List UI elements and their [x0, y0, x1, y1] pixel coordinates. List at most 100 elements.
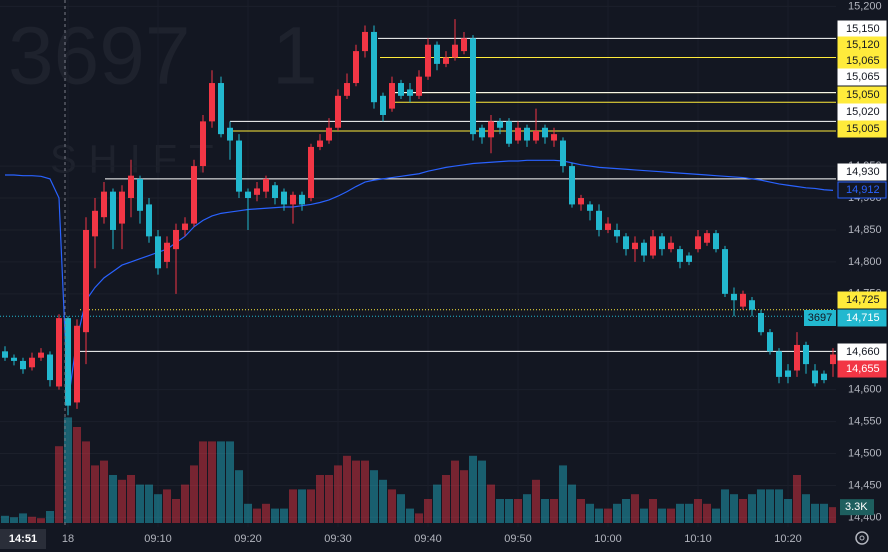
candle-body	[191, 166, 197, 224]
candle-body	[461, 38, 467, 52]
volume-bar	[1, 515, 9, 523]
candle-body	[596, 210, 602, 230]
candle-body	[164, 242, 170, 262]
candle-body	[263, 178, 269, 192]
candle-body	[803, 344, 809, 365]
volume-label-box	[840, 499, 874, 516]
settings-ring[interactable]	[855, 531, 869, 545]
candle-body	[227, 127, 233, 141]
volume-bar	[784, 499, 792, 523]
volume-bar	[550, 499, 558, 523]
volume-bar	[397, 494, 405, 523]
volume-bar	[415, 513, 423, 523]
watermark-symbol: 3697	[8, 11, 190, 102]
candle-body	[92, 210, 98, 237]
candle-body	[74, 325, 80, 403]
candle-body	[614, 229, 620, 237]
volume-bar	[676, 503, 684, 523]
volume-bar	[226, 441, 234, 523]
candle-body	[182, 223, 188, 230]
volume-bar	[469, 455, 477, 523]
volume-bar	[19, 513, 27, 523]
candle-body	[569, 166, 575, 205]
price-label-box	[837, 68, 887, 86]
volume-bar	[577, 499, 585, 523]
candle-body	[254, 188, 260, 195]
price-label: 14,912	[846, 184, 880, 196]
x-tick-label: 10:00	[594, 533, 622, 545]
x-tick-label: 09:50	[504, 533, 532, 545]
axis: 15,20014,95014,90014,85014,80014,75014,6…	[804, 0, 887, 523]
volume-bar	[280, 508, 288, 523]
candle-body	[758, 313, 764, 333]
volume-bar	[748, 494, 756, 523]
candle-body	[479, 127, 485, 138]
candle-body	[632, 242, 638, 250]
volume-label: 3.3K	[845, 501, 868, 513]
candle-body	[560, 140, 566, 167]
candle-body	[137, 178, 143, 211]
volume-bar	[199, 441, 207, 523]
x-tick-label: 10:10	[684, 533, 712, 545]
volume-bar	[325, 475, 333, 523]
volume-bar	[766, 489, 774, 523]
settings-core[interactable]	[859, 535, 865, 541]
watermark-interval: 1	[272, 11, 318, 102]
volume-bar	[595, 508, 603, 523]
volume-bar	[694, 499, 702, 523]
volume-bar	[613, 503, 621, 523]
candle-body	[722, 249, 728, 294]
candle-body	[749, 300, 755, 310]
candle-body	[362, 31, 368, 52]
price-label: 14,655	[846, 363, 880, 375]
volume-bar	[622, 499, 630, 523]
candle-body	[443, 57, 449, 64]
price-label: 14,660	[846, 346, 880, 358]
candle-body	[704, 233, 710, 243]
candle-body	[551, 134, 557, 141]
price-label-box	[837, 103, 887, 121]
volume-bar	[586, 503, 594, 523]
volume-bar	[145, 484, 153, 523]
volume-bar	[28, 516, 36, 523]
volume-bar	[487, 484, 495, 523]
candle-body	[308, 146, 314, 199]
price-label-box	[837, 291, 887, 309]
candle-body	[767, 332, 773, 352]
volume-bar	[82, 441, 90, 523]
volume-bar	[73, 427, 81, 523]
candle-body	[686, 255, 692, 262]
overlay-line	[5, 159, 834, 403]
volume-bar	[424, 499, 432, 523]
candle-body	[488, 121, 494, 138]
volume-bar	[757, 489, 765, 523]
candle-body	[56, 318, 62, 387]
candle-body	[83, 229, 89, 333]
candle-body	[20, 360, 26, 370]
y-tick-label: 15,200	[848, 0, 882, 12]
candle-body	[47, 354, 53, 381]
volume-bar	[505, 499, 513, 523]
candle-body	[38, 352, 44, 358]
settings-icon[interactable]	[855, 531, 869, 545]
price-label: 14,930	[846, 166, 880, 178]
candle-body	[821, 373, 827, 381]
price-tag: 3697	[808, 312, 832, 324]
volume-bar	[172, 499, 180, 523]
volume-bar	[649, 499, 657, 523]
volume-bar	[370, 470, 378, 523]
volume-bar	[91, 465, 99, 523]
price-label: 15,065	[846, 55, 880, 67]
volume-bar	[685, 503, 693, 523]
volume-bar	[388, 489, 396, 523]
candle-body	[299, 194, 305, 205]
volume-bar	[739, 499, 747, 523]
volume-bar	[289, 489, 297, 523]
volume-bar	[631, 494, 639, 523]
y-tick-label: 14,450	[848, 479, 882, 491]
candle-body	[794, 344, 800, 371]
volume-bar	[136, 484, 144, 523]
x-tick-label: 09:10	[144, 533, 172, 545]
volume-bar	[316, 475, 324, 523]
